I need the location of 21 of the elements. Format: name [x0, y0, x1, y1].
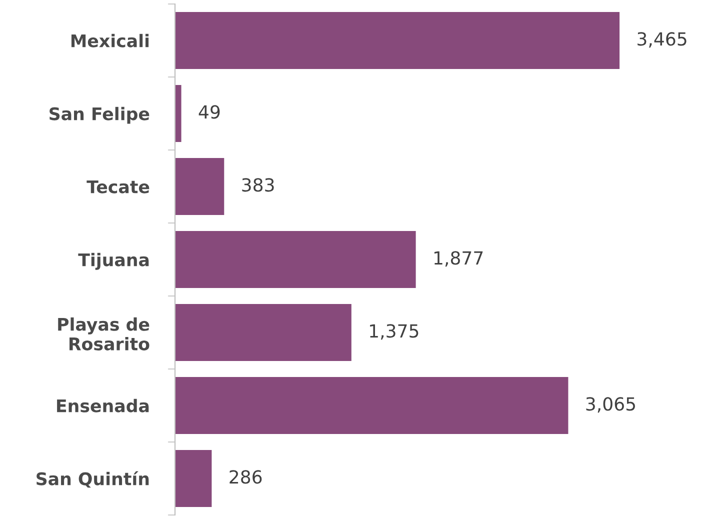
bar: [175, 450, 212, 507]
y-tick-label: Tijuana: [78, 252, 149, 270]
data-label: 3,465: [638, 32, 686, 48]
bar: [175, 158, 224, 215]
bar: [175, 377, 568, 434]
y-tick-label: Playas de Rosarito: [58, 317, 150, 350]
data-label: 286: [230, 470, 262, 484]
bar: [175, 304, 352, 361]
y-tick-label: Ensenada: [57, 398, 149, 412]
bar: [175, 231, 416, 288]
data-label: 3,065: [586, 397, 635, 413]
data-label: 383: [242, 178, 274, 192]
y-tick-label: San Felipe: [50, 106, 150, 124]
y-tick-label: Tecate: [86, 180, 150, 194]
data-label: 1,375: [370, 324, 418, 340]
data-label: 49: [198, 105, 220, 119]
data-label: 1,877: [434, 251, 483, 267]
bar: [175, 12, 620, 69]
bar: [175, 85, 182, 142]
y-tick-label: San Quintín: [36, 471, 149, 488]
y-tick-label: Mexicali: [71, 34, 149, 48]
